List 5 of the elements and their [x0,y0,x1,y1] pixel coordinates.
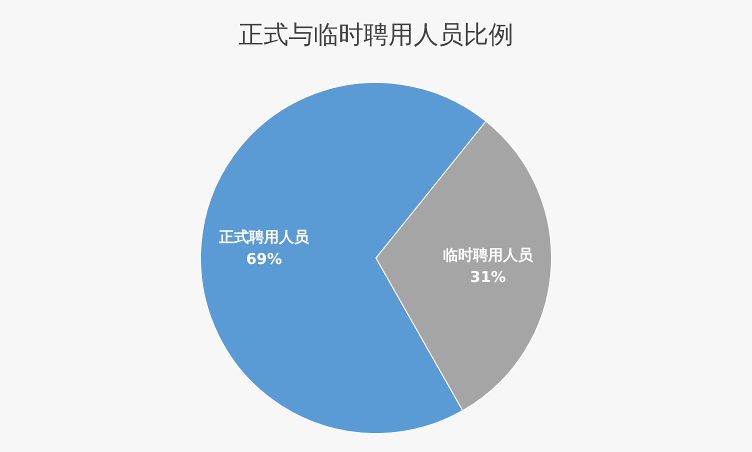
data-label: 69% [246,250,282,268]
chart-title: 正式与临时聘用人员比例 [238,19,514,51]
slice-label: 临时聘用人员 [442,246,534,264]
data-label: 31% [470,268,506,286]
slice-label: 正式聘用人员 [218,228,310,246]
